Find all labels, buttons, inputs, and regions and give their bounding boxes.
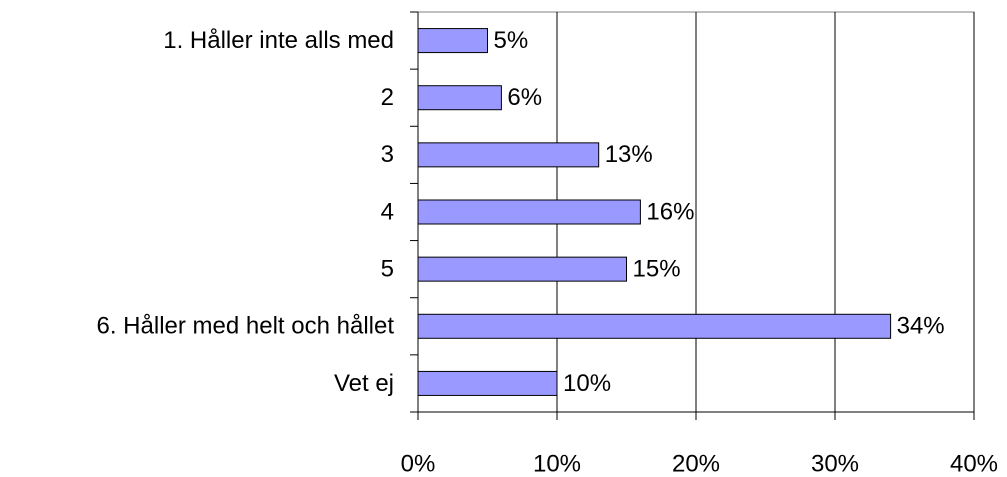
x-tick-label: 0%	[401, 450, 436, 477]
y-tick-label: 6. Håller med helt och hållet	[97, 313, 395, 340]
y-tick-label: 5	[381, 255, 394, 282]
bar	[417, 199, 641, 225]
x-tick-label: 20%	[672, 450, 720, 477]
bar	[417, 256, 627, 282]
x-tick-label: 30%	[811, 450, 859, 477]
x-tick-label: 40%	[950, 450, 998, 477]
y-tick-label: Vet ej	[334, 370, 394, 397]
data-label: 6%	[507, 84, 542, 111]
data-label: 10%	[563, 370, 611, 397]
bar	[417, 85, 502, 111]
bar	[417, 370, 558, 396]
y-tick-label: 2	[381, 84, 394, 111]
bar	[417, 313, 892, 339]
y-tick-label: 4	[381, 198, 394, 225]
y-tick-label: 1. Håller inte alls med	[163, 27, 394, 54]
bar	[417, 28, 488, 54]
data-label: 5%	[494, 27, 529, 54]
data-label: 15%	[633, 255, 681, 282]
data-label: 34%	[897, 313, 945, 340]
bar	[417, 142, 600, 168]
x-tick-label: 10%	[533, 450, 581, 477]
data-label: 16%	[646, 198, 694, 225]
data-label: 13%	[605, 141, 653, 168]
y-tick-label: 3	[381, 141, 394, 168]
